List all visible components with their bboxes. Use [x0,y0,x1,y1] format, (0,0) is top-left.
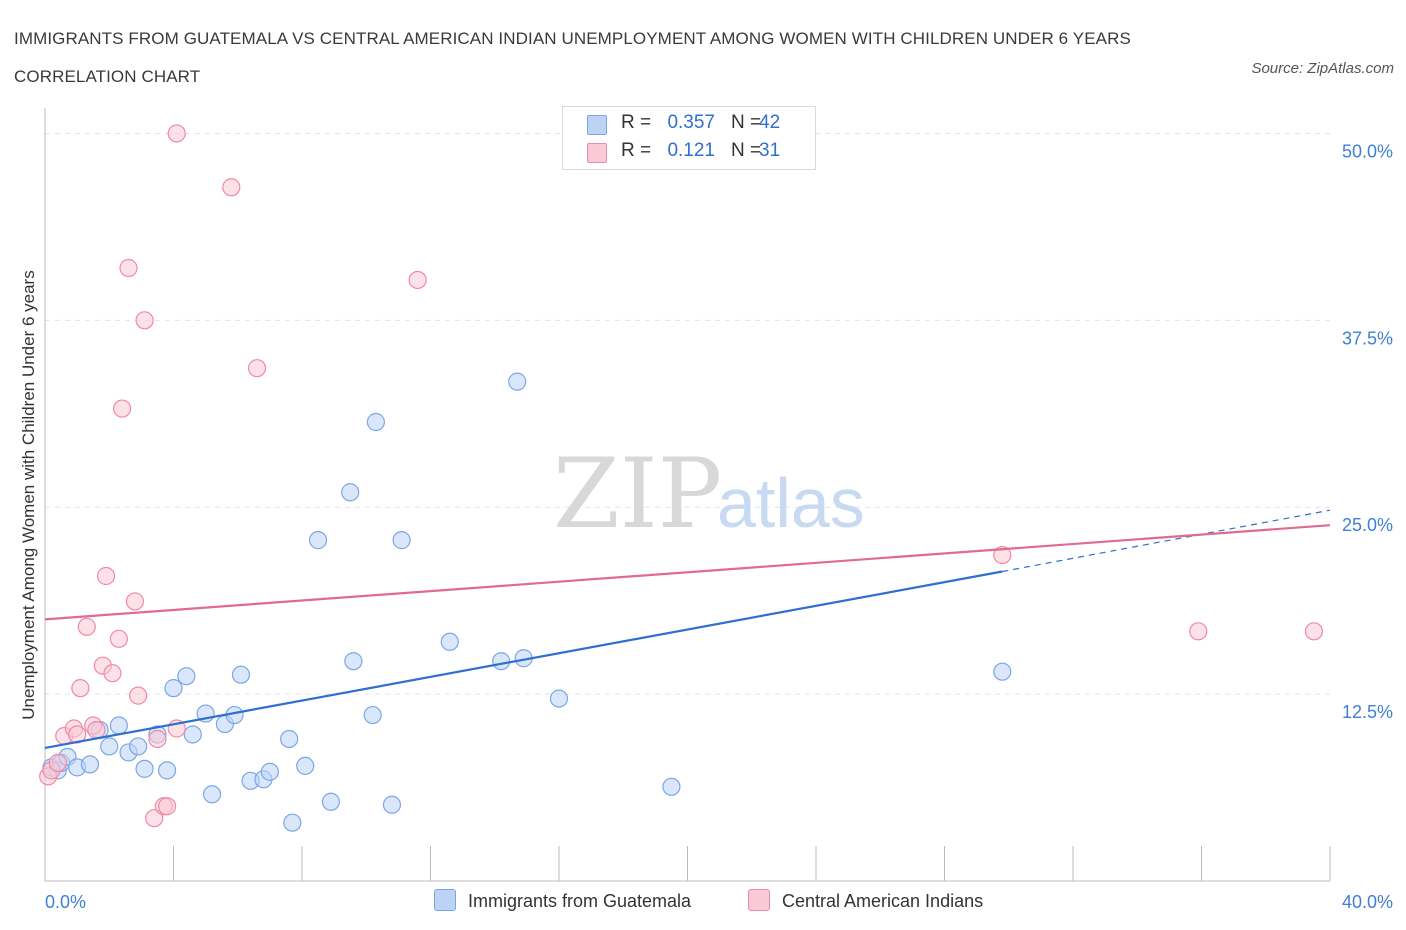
point-central-american [1304,622,1324,641]
point-central-american [109,629,128,648]
point-guatemala [308,531,328,550]
legend-r-value: 0.121 [667,140,715,161]
series-label-central-american: Central American Indians [782,891,984,911]
point-guatemala [109,716,128,735]
series-legend-guatemala: Immigrants from Guatemala [434,889,691,912]
chart-title: IMMIGRANTS FROM GUATEMALA VS CENTRAL AME… [14,29,1131,86]
legend-n-label: N = [731,140,762,161]
series-swatch-guatemala [434,889,456,911]
point-guatemala [283,813,302,832]
point-guatemala [344,652,363,671]
point-guatemala [157,761,177,780]
point-guatemala [129,737,148,756]
point-central-american [129,686,148,705]
trend-line-guatemala-extension [1002,509,1331,573]
point-guatemala [440,632,459,651]
watermark-atlas: atlas [717,464,865,542]
point-guatemala [366,412,385,432]
tick-labels: 12.5% 25.0% 37.5% 50.0% 0.0% 40.0% [45,141,1393,912]
point-guatemala [135,759,154,778]
watermark: ZIP atlas [553,438,865,550]
point-central-american [112,399,132,418]
watermark-zip: ZIP [553,438,722,550]
trend-lines [44,509,1331,750]
point-guatemala [392,531,411,550]
correlation-legend: R = 0.357 N = 42 R = 0.121 N = 31 [562,106,816,170]
trend-line-central-american [44,524,1331,621]
data-points [39,124,1324,832]
x-tick-label: 40.0% [1342,892,1393,912]
point-guatemala [363,705,382,725]
point-central-american [157,797,177,816]
point-central-american [77,617,96,636]
point-guatemala [80,755,100,774]
point-guatemala [508,372,527,391]
point-guatemala [662,777,681,796]
legend-n-value: 42 [759,112,781,133]
point-central-american [408,270,427,290]
trend-line-guatemala [44,570,1003,750]
point-guatemala [296,756,315,775]
point-central-american [222,178,241,197]
source-label: Source: ZipAtlas.com [1251,60,1394,77]
point-central-american [247,359,267,378]
legend-swatch-central-american [587,143,607,163]
series-swatch-central-american [748,889,770,911]
point-guatemala [549,689,569,708]
point-guatemala [231,665,251,684]
point-guatemala [341,483,360,502]
point-guatemala [183,725,202,744]
point-guatemala [382,795,402,814]
legend-r-value: 0.357 [667,112,715,133]
series-legend-central-american: Central American Indians [748,889,983,912]
point-central-american [135,311,154,330]
point-central-american [48,753,67,772]
point-guatemala [177,667,196,686]
point-guatemala [260,762,279,781]
point-central-american [71,679,90,698]
legend-r-label: R = [621,140,652,161]
legend-swatch-guatemala [587,115,607,135]
point-central-american [96,566,116,586]
point-guatemala [993,662,1012,681]
point-central-american [145,809,164,828]
grid-lines [45,132,1330,695]
point-central-american [125,592,145,611]
y-tick-label: 50.0% [1342,141,1393,161]
point-guatemala [164,679,183,698]
point-guatemala [492,652,511,671]
point-central-american [167,124,186,143]
point-central-american [148,729,167,749]
point-central-american [103,664,122,683]
point-central-american [119,258,138,278]
y-tick-label: 12.5% [1342,702,1393,722]
y-tick-label: 37.5% [1342,328,1393,348]
x-tick-label: 0.0% [45,892,86,912]
legend-r-label: R = [621,112,652,133]
point-central-american [993,545,1012,565]
legend-n-label: N = [731,112,762,133]
point-central-american [87,720,106,740]
series-label-guatemala: Immigrants from Guatemala [468,891,692,911]
point-guatemala [202,785,222,804]
legend-n-value: 31 [759,140,781,161]
axes [44,108,1331,882]
point-guatemala [321,792,341,811]
y-tick-label: 25.0% [1342,515,1393,535]
point-guatemala [100,737,119,756]
point-guatemala [280,729,299,749]
point-central-american [1189,622,1208,641]
